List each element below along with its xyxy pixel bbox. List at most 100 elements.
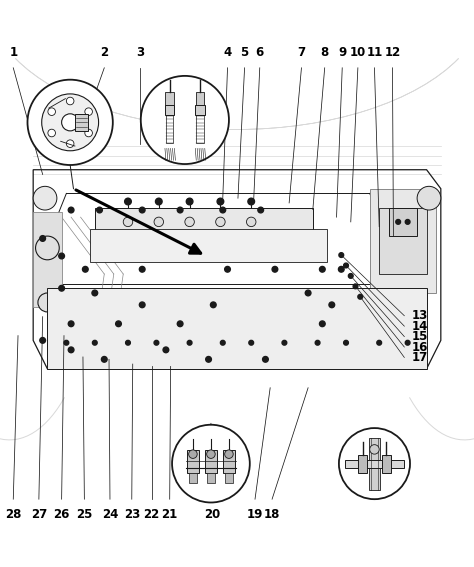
- Bar: [370, 189, 436, 293]
- Circle shape: [319, 266, 325, 272]
- Circle shape: [92, 290, 98, 296]
- Bar: [389, 208, 417, 236]
- Circle shape: [48, 129, 55, 137]
- Text: 11: 11: [366, 46, 383, 60]
- Circle shape: [225, 266, 230, 272]
- Bar: [207, 473, 215, 483]
- Bar: [205, 450, 217, 473]
- Circle shape: [405, 219, 410, 225]
- Bar: [189, 473, 197, 483]
- Bar: [95, 208, 313, 255]
- Text: 24: 24: [102, 507, 118, 521]
- Text: 2: 2: [100, 46, 109, 60]
- Circle shape: [97, 207, 102, 213]
- Circle shape: [38, 293, 57, 312]
- Bar: [196, 115, 204, 143]
- Circle shape: [36, 236, 59, 260]
- Bar: [47, 288, 427, 369]
- Text: 15: 15: [411, 330, 428, 343]
- Text: 9: 9: [338, 46, 346, 60]
- Circle shape: [85, 129, 92, 137]
- Circle shape: [220, 207, 226, 213]
- Circle shape: [339, 253, 344, 257]
- Circle shape: [116, 321, 121, 327]
- Circle shape: [139, 302, 145, 308]
- Circle shape: [141, 76, 229, 164]
- Circle shape: [42, 94, 99, 151]
- Circle shape: [66, 140, 74, 147]
- Circle shape: [66, 97, 74, 105]
- Circle shape: [344, 340, 348, 345]
- Bar: [166, 115, 173, 143]
- Circle shape: [315, 340, 320, 345]
- Bar: [369, 438, 380, 490]
- Bar: [165, 105, 174, 115]
- Text: 28: 28: [5, 507, 21, 521]
- Circle shape: [417, 187, 441, 210]
- Circle shape: [139, 266, 145, 272]
- Text: 12: 12: [384, 46, 401, 60]
- Circle shape: [62, 114, 79, 131]
- Bar: [196, 91, 204, 106]
- Text: 18: 18: [264, 507, 280, 521]
- Bar: [187, 450, 199, 473]
- Bar: [195, 105, 205, 115]
- Bar: [225, 473, 233, 483]
- Circle shape: [85, 108, 92, 116]
- Circle shape: [348, 273, 353, 278]
- Circle shape: [249, 340, 254, 345]
- Circle shape: [282, 340, 287, 345]
- Circle shape: [27, 80, 113, 165]
- Circle shape: [68, 207, 74, 213]
- Bar: [75, 114, 88, 131]
- Bar: [382, 455, 391, 473]
- Circle shape: [33, 187, 57, 210]
- Text: 23: 23: [124, 507, 140, 521]
- Circle shape: [344, 263, 348, 268]
- Text: 26: 26: [54, 507, 70, 521]
- Circle shape: [82, 266, 88, 272]
- Circle shape: [339, 428, 410, 499]
- Text: 25: 25: [76, 507, 92, 521]
- Bar: [345, 460, 404, 468]
- Circle shape: [220, 340, 225, 345]
- Circle shape: [396, 219, 401, 225]
- Circle shape: [154, 217, 164, 227]
- Circle shape: [189, 450, 197, 458]
- Text: 4: 4: [223, 46, 232, 60]
- Circle shape: [210, 302, 216, 308]
- Circle shape: [177, 321, 183, 327]
- Circle shape: [59, 253, 64, 259]
- Circle shape: [185, 217, 194, 227]
- Circle shape: [263, 357, 268, 362]
- Text: 8: 8: [320, 46, 329, 60]
- Circle shape: [329, 302, 335, 308]
- Circle shape: [163, 347, 169, 353]
- Text: 19: 19: [247, 507, 263, 521]
- Circle shape: [377, 340, 382, 345]
- Text: 21: 21: [162, 507, 178, 521]
- Circle shape: [319, 321, 325, 327]
- Circle shape: [64, 340, 69, 345]
- Circle shape: [68, 321, 74, 327]
- Circle shape: [216, 217, 225, 227]
- Circle shape: [177, 207, 183, 213]
- Circle shape: [186, 198, 193, 205]
- Circle shape: [217, 198, 224, 205]
- Circle shape: [123, 217, 133, 227]
- Text: 1: 1: [9, 46, 18, 60]
- Circle shape: [225, 450, 233, 458]
- Circle shape: [405, 340, 410, 345]
- Bar: [223, 450, 235, 473]
- Text: 22: 22: [144, 507, 160, 521]
- Circle shape: [187, 340, 192, 345]
- Text: 16: 16: [411, 341, 428, 353]
- Circle shape: [272, 266, 278, 272]
- Circle shape: [155, 198, 162, 205]
- Circle shape: [126, 340, 130, 345]
- Circle shape: [92, 340, 97, 345]
- Text: 27: 27: [31, 507, 47, 521]
- Circle shape: [358, 294, 363, 299]
- Circle shape: [338, 266, 344, 272]
- Text: 3: 3: [136, 46, 144, 60]
